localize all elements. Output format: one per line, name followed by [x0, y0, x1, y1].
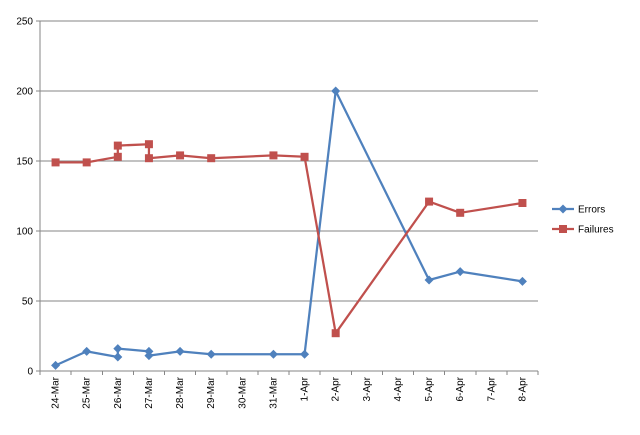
y-tick-label: 200 — [16, 87, 33, 98]
x-tick-label: 8-Apr — [517, 376, 528, 401]
y-tick-label: 150 — [16, 157, 33, 168]
y-tick-label: 0 — [27, 367, 33, 378]
series-failures-line — [55, 143, 523, 335]
data-point-errors — [113, 352, 123, 362]
x-tick-label: 30-Mar — [237, 376, 248, 408]
x-tick-label: 28-Mar — [175, 376, 186, 408]
series-errors-line — [55, 89, 523, 367]
legend-marker-failures — [559, 225, 567, 233]
data-point-failures — [425, 197, 434, 206]
data-point-errors — [51, 360, 61, 370]
x-tick-label: 31-Mar — [268, 376, 279, 408]
data-point-failures — [176, 151, 185, 160]
data-point-failures — [456, 208, 465, 217]
x-tick-label: 24-Mar — [51, 376, 62, 408]
gridlines — [40, 20, 538, 302]
series-errors — [51, 86, 527, 370]
x-tick-label: 6-Apr — [455, 376, 466, 401]
data-point-failures — [518, 199, 527, 207]
x-tick-label: 27-Mar — [144, 376, 155, 408]
legend-marker-errors — [558, 204, 568, 214]
legend: Errors Failures — [552, 204, 614, 236]
x-tick-label: 3-Apr — [362, 376, 373, 401]
data-point-errors — [113, 344, 123, 354]
series-failures — [51, 140, 527, 338]
axes — [36, 20, 539, 375]
legend-item-errors: Errors — [552, 204, 605, 216]
data-point-failures — [331, 329, 340, 338]
data-point-errors — [144, 351, 154, 361]
data-point-errors — [300, 349, 310, 359]
data-point-failures — [82, 158, 91, 167]
y-tick-label: 100 — [16, 227, 33, 238]
data-point-errors — [424, 275, 434, 285]
x-tick-label: 4-Apr — [393, 376, 404, 401]
data-point-errors — [206, 349, 216, 359]
y-axis-tick-labels: 0 50 100 150 200 250 — [16, 17, 33, 378]
data-point-errors — [331, 86, 341, 96]
data-point-failures — [269, 151, 278, 160]
data-point-failures — [300, 152, 309, 161]
y-tick-label: 50 — [22, 297, 34, 308]
data-point-failures — [113, 141, 122, 150]
x-tick-label: 29-Mar — [206, 376, 217, 408]
x-tick-label: 26-Mar — [113, 376, 124, 408]
x-tick-label: 5-Apr — [424, 376, 435, 401]
data-point-errors — [517, 276, 527, 286]
x-axis-tick-labels: 24-Mar 25-Mar 26-Mar 27-Mar 28-Mar 29-Mar 30-M… — [51, 376, 529, 408]
y-tick-label: 250 — [16, 17, 33, 28]
legend-label-errors: Errors — [578, 205, 605, 216]
data-point-failures — [144, 140, 153, 149]
data-point-failures — [144, 154, 153, 163]
x-tick-label: 7-Apr — [486, 376, 497, 401]
data-point-failures — [51, 158, 60, 167]
data-point-errors — [268, 349, 278, 359]
x-tick-label: 2-Apr — [331, 376, 342, 401]
data-point-failures — [207, 154, 216, 163]
legend-label-failures: Failures — [578, 225, 614, 236]
data-point-failures — [113, 152, 122, 161]
x-tick-label: 1-Apr — [300, 376, 311, 401]
data-point-errors — [175, 346, 185, 356]
data-point-errors — [455, 267, 465, 277]
data-point-errors — [82, 346, 92, 356]
data-series — [51, 86, 527, 370]
x-tick-label: 25-Mar — [82, 376, 93, 408]
legend-item-failures: Failures — [552, 225, 614, 236]
